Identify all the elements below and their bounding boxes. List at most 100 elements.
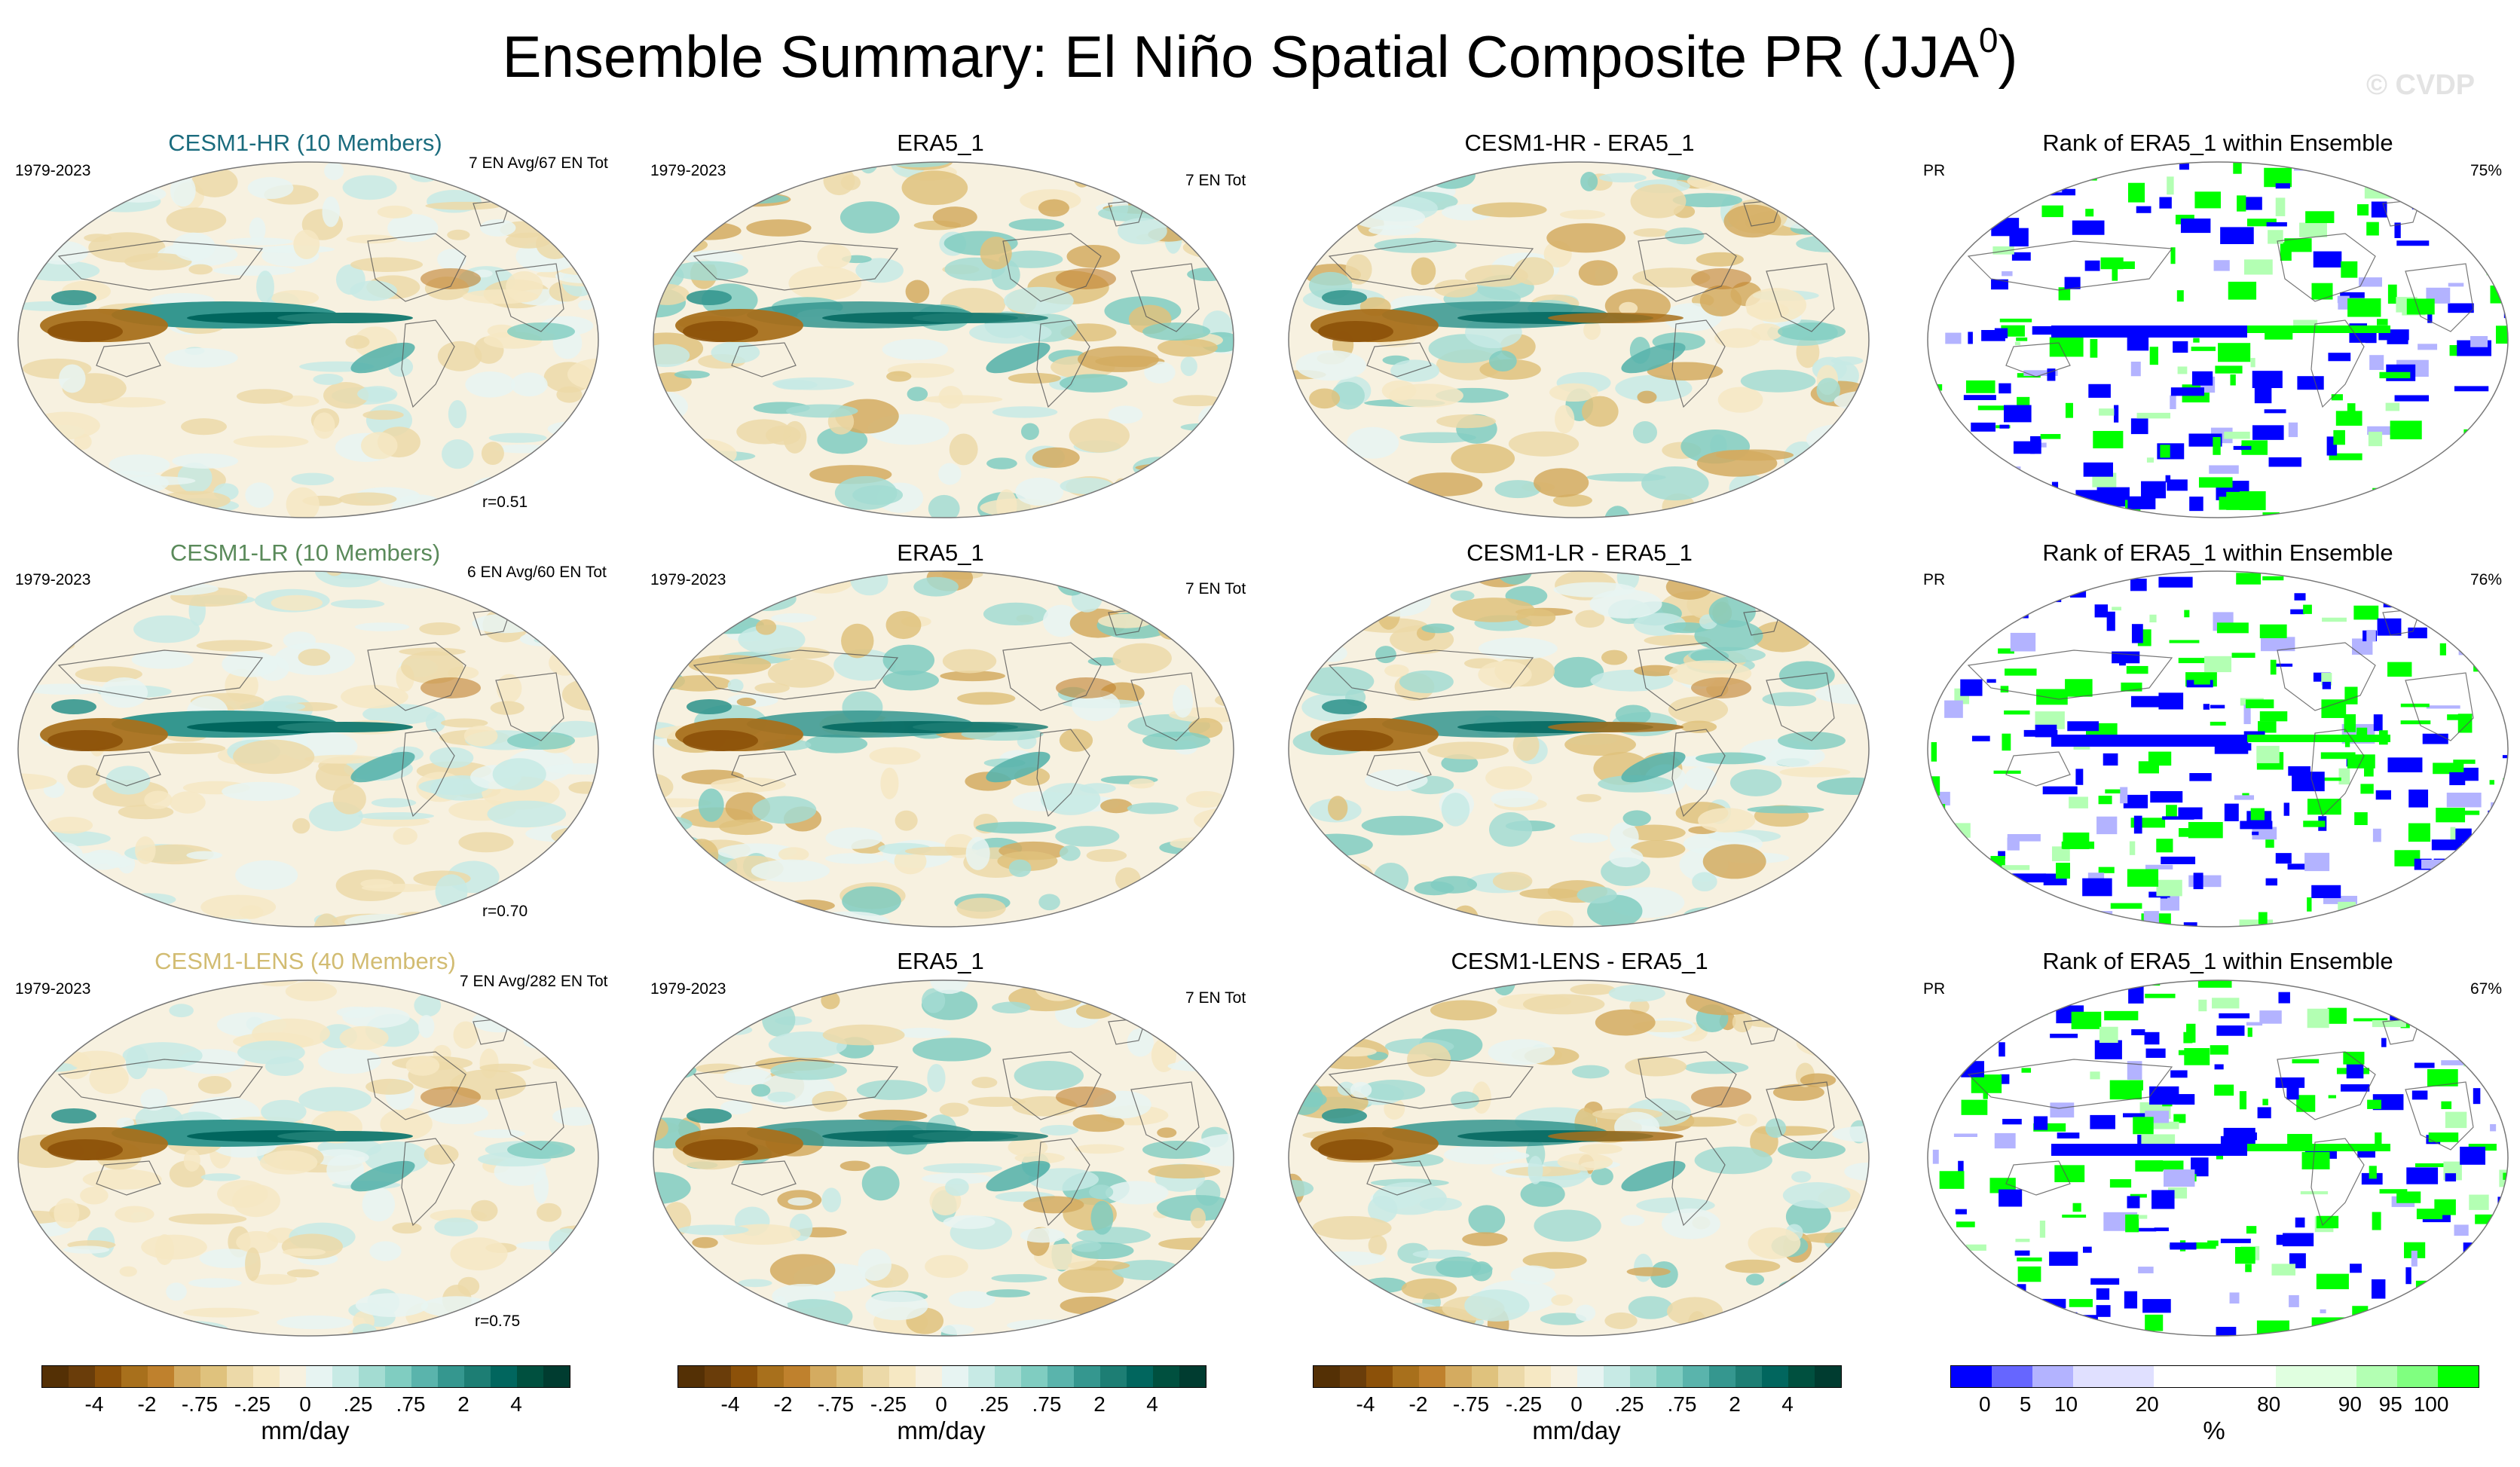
rank-variable: PR (1923, 980, 1946, 998)
colorbar-swatch (543, 1366, 570, 1387)
difference-map (1284, 567, 1873, 931)
colorbar-swatch (1991, 1366, 2032, 1387)
colorbar-tick-label: -.25 (234, 1392, 271, 1416)
colorbar-swatch (2316, 1366, 2357, 1387)
colorbar-tick-label: 0 (1570, 1392, 1583, 1416)
colorbar-tick-label: -4 (1356, 1392, 1375, 1416)
pr-colorbar (677, 1365, 1206, 1388)
coastline (1036, 1138, 1090, 1227)
colorbar-swatch (995, 1366, 1021, 1387)
colorbar-swatch (1472, 1366, 1498, 1387)
colorbar-swatch (1179, 1366, 1206, 1387)
coastline (401, 1138, 455, 1227)
map-svg (653, 980, 1234, 1337)
colorbar-tick-label: -2 (137, 1392, 157, 1416)
colorbar-swatch (227, 1366, 253, 1387)
coastline (1130, 672, 1200, 741)
difference-map (1284, 976, 1873, 1340)
map-svg (1288, 161, 1870, 518)
colorbar-swatch (2234, 1366, 2276, 1387)
map-svg (1927, 570, 2509, 928)
colorbar-tick-label: 20 (2135, 1392, 2159, 1416)
coastline (1638, 642, 1737, 711)
rank-variable: PR (1923, 571, 1946, 588)
colorbar-swatch (42, 1366, 69, 1387)
coastline (731, 342, 797, 377)
colorbar-swatch (1498, 1366, 1525, 1387)
colorbar-tick-label: -.25 (870, 1392, 907, 1416)
coastline (731, 1160, 797, 1196)
colorbar-swatch (1100, 1366, 1127, 1387)
coastline (1671, 729, 1726, 818)
colorbar-swatch (1577, 1366, 1604, 1387)
coastline (1671, 319, 1726, 408)
coastline (2311, 319, 2365, 408)
colorbar-tick-label: .75 (396, 1392, 426, 1416)
difference-map (1284, 158, 1873, 521)
colorbar-swatch (1709, 1366, 1736, 1387)
map-border (1927, 980, 2509, 1337)
map-border (653, 570, 1234, 928)
coastline (2005, 1160, 2071, 1196)
coastline (2405, 672, 2474, 741)
colorbar-swatch (1366, 1366, 1393, 1387)
colorbar-tick-label: 4 (1781, 1392, 1794, 1416)
colorbar-swatch (1656, 1366, 1683, 1387)
obs-title: ERA5_1 (897, 539, 984, 566)
map-svg (17, 980, 599, 1337)
coastline (57, 1059, 264, 1109)
rank-map (1923, 158, 2512, 521)
rank-map (1923, 567, 2512, 931)
coastline (1766, 1081, 1835, 1151)
model-title: CESM1-LENS (40 Members) (154, 948, 456, 974)
colorbar-swatch (1153, 1366, 1179, 1387)
model-composite-map (14, 567, 603, 931)
figure-title: Ensemble Summary: El Niño Spatial Compos… (502, 20, 2018, 90)
colorbar-tick-label: -4 (84, 1392, 104, 1416)
model-period: 1979-2023 (15, 571, 91, 588)
colorbar-tick-label: .25 (979, 1392, 1009, 1416)
model-event-count: 7 EN Avg/282 EN Tot (460, 973, 608, 990)
map-svg (653, 570, 1234, 928)
colorbar-swatch (889, 1366, 916, 1387)
rank-map (1923, 976, 2512, 1340)
coastline (2005, 751, 2071, 787)
colorbar-tick-label: -2 (1408, 1392, 1428, 1416)
colorbar-swatch (95, 1366, 121, 1387)
colorbar-swatch (438, 1366, 464, 1387)
obs-event-count: 7 EN Tot (1185, 172, 1246, 189)
map-border (17, 980, 599, 1337)
colorbar-unit: mm/day (1532, 1417, 1621, 1444)
colorbar-swatch (1604, 1366, 1630, 1387)
coastline (401, 729, 455, 818)
coastline (1638, 1051, 1737, 1120)
pattern-correlation: r=0.70 (482, 903, 528, 920)
coastline (2277, 233, 2376, 302)
coastline (693, 649, 899, 700)
colorbar-swatch (1340, 1366, 1366, 1387)
coastline (495, 672, 564, 741)
map-border (1288, 980, 1870, 1337)
colorbar-swatch (1551, 1366, 1577, 1387)
coastline (1766, 672, 1835, 741)
colorbar-swatch (174, 1366, 200, 1387)
colorbar-tick-label: .25 (343, 1392, 373, 1416)
colorbar-swatch (1951, 1366, 1992, 1387)
colorbar-tick-label: 10 (2054, 1392, 2078, 1416)
colorbar-swatch (332, 1366, 359, 1387)
coastline (1130, 263, 1200, 332)
rank-title: Rank of ERA5_1 within Ensemble (2042, 948, 2393, 974)
difference-title: CESM1-LENS - ERA5_1 (1451, 948, 1708, 974)
coastline (367, 642, 466, 711)
colorbar-swatch (253, 1366, 280, 1387)
coastline (2277, 1051, 2376, 1120)
rank-percent: 76% (2470, 571, 2503, 588)
map-svg (1927, 980, 2509, 1337)
colorbar-tick-label: 0 (935, 1392, 947, 1416)
coastline (1366, 1160, 1432, 1196)
coastline (2277, 642, 2376, 711)
colorbar-swatch (1314, 1366, 1340, 1387)
rank-percent: 67% (2470, 980, 2503, 998)
pr-colorbar (1313, 1365, 1842, 1388)
colorbar-tick-label: .25 (1614, 1392, 1644, 1416)
